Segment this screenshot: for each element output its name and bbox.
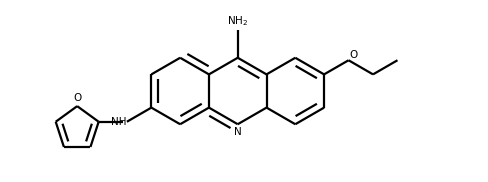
Text: N: N [234, 127, 242, 137]
Text: O: O [73, 93, 81, 103]
Text: NH$_2$: NH$_2$ [227, 14, 248, 28]
Text: NH: NH [111, 117, 126, 127]
Text: O: O [349, 50, 357, 60]
